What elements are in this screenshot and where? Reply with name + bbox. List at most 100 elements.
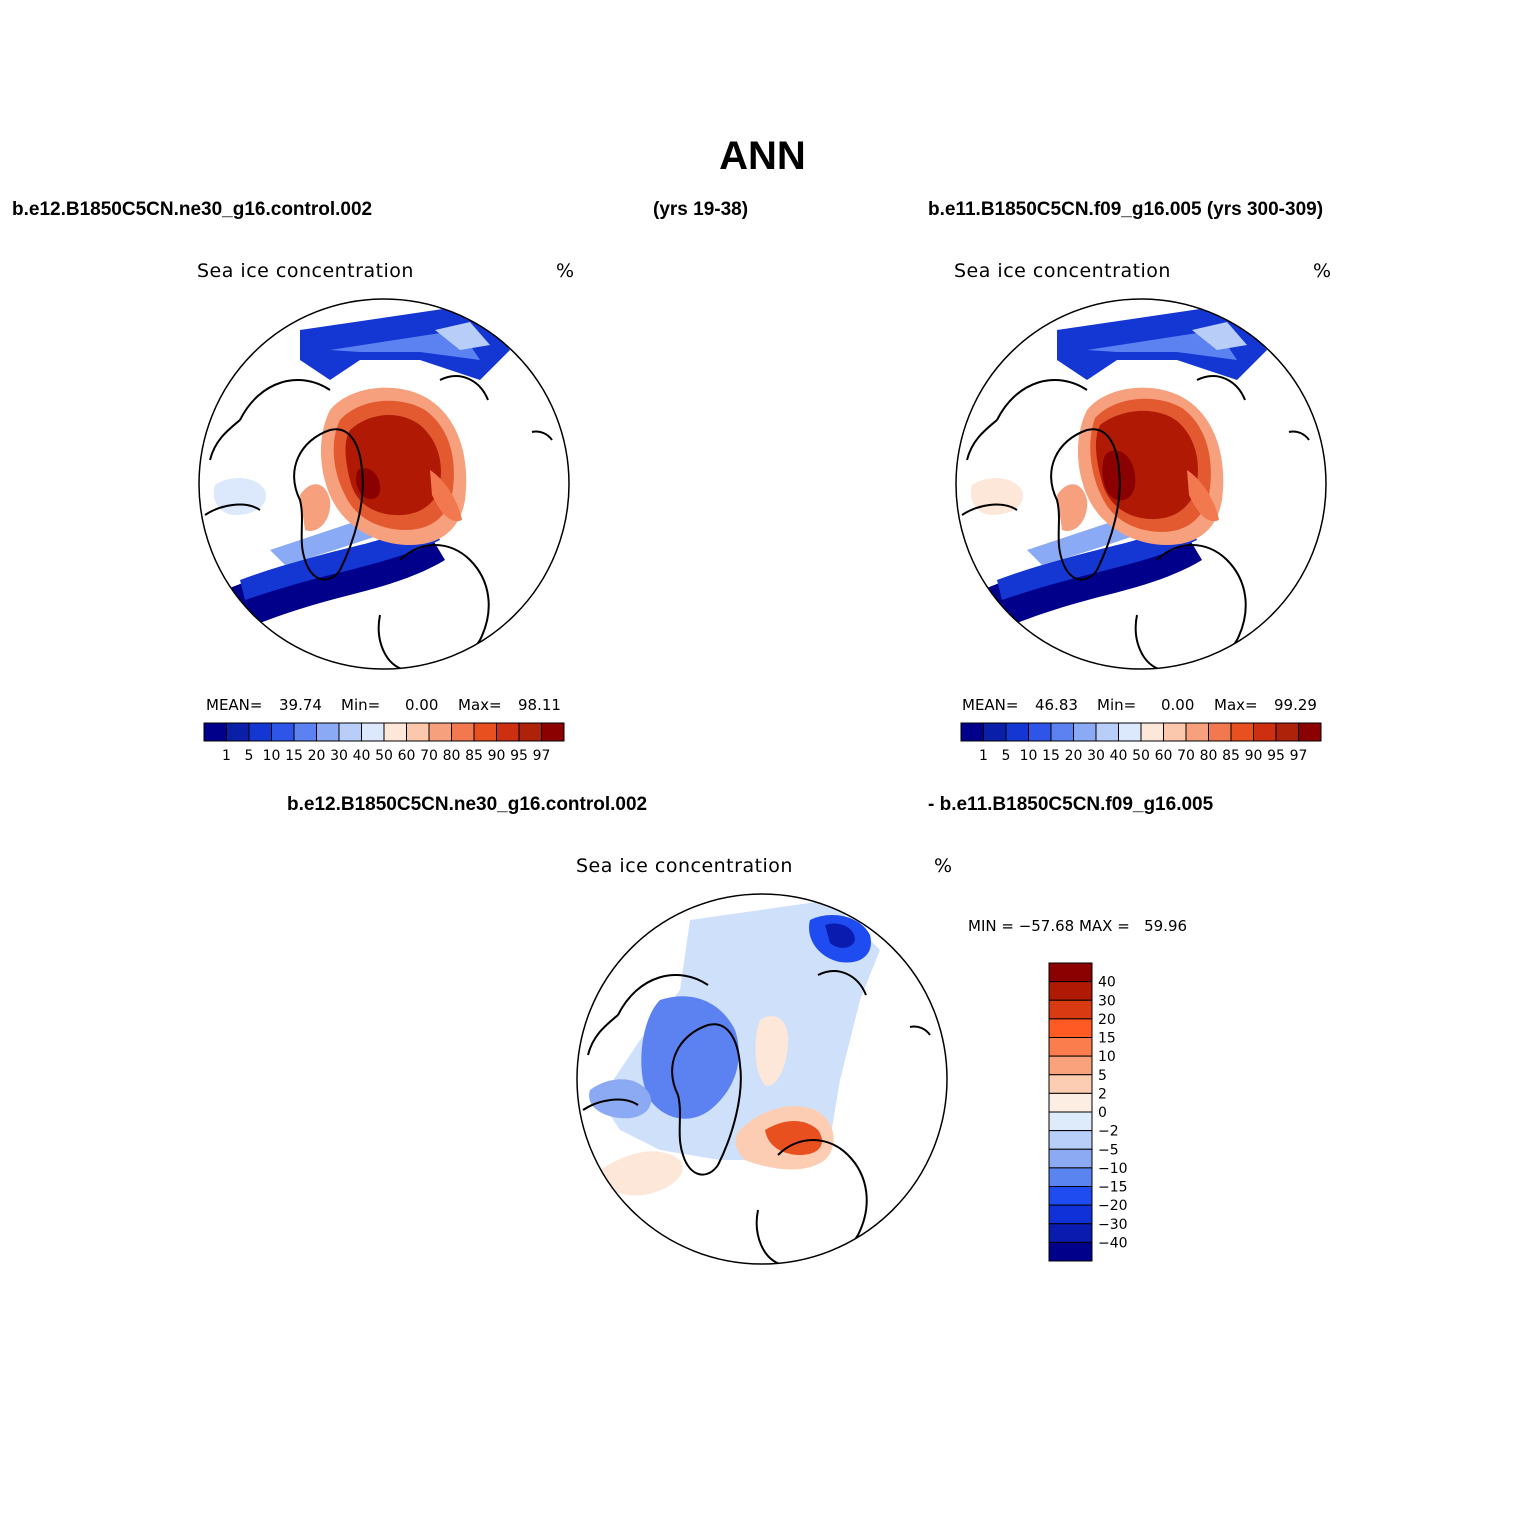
left-max-label: Max=	[458, 696, 502, 714]
right-colorbar-label-7: 50	[1132, 748, 1150, 764]
left-colorbar-label-9: 70	[420, 748, 438, 764]
right-case-name: b.e11.B1850C5CN.f09_g16.005 (yrs 300-309…	[928, 199, 1324, 220]
diff-colorbar-label-6: 2	[1098, 1086, 1107, 1102]
right-mean-label: MEAN=	[962, 696, 1019, 714]
right-mean-value: 46.83	[1035, 696, 1078, 714]
left-colorbar-label-1: 5	[245, 748, 254, 764]
diff-colorbar-label-8: −2	[1098, 1124, 1119, 1140]
left-min-label: Min=	[341, 696, 381, 714]
left-colorbar-label-13: 95	[510, 748, 528, 764]
right-min-label: Min=	[1097, 696, 1137, 714]
right-colorbar-box-15	[1298, 722, 1322, 742]
right-colorbar-box-12	[1230, 722, 1254, 742]
left-mean-value: 39.74	[279, 696, 322, 714]
right-map-border	[955, 298, 1327, 670]
left-colorbar-box-12	[473, 722, 497, 742]
diff-minmax: MIN = −57.68 MAX = 59.96	[968, 917, 1188, 935]
right-min-value: 0.00	[1161, 696, 1195, 714]
right-colorbar-box-14	[1275, 722, 1299, 742]
right-colorbar-label-12: 90	[1245, 748, 1263, 764]
left-colorbar-box-10	[428, 722, 452, 742]
diff-map-border	[576, 893, 948, 1265]
left-units-label: %	[556, 260, 575, 282]
left-colorbar-label-0: 1	[222, 748, 231, 764]
diff-colorbar-label-0: 40	[1098, 975, 1116, 991]
right-colorbar-label-14: 97	[1290, 748, 1308, 764]
right-colorbar-label-10: 80	[1200, 748, 1218, 764]
diff-colorbar-box-1	[1048, 981, 1093, 1001]
right-colorbar-box-11	[1208, 722, 1232, 742]
diff-colorbar-label-11: −15	[1098, 1180, 1128, 1196]
right-colorbar-box-4	[1050, 722, 1074, 742]
left-case-years: (yrs 19-38)	[653, 199, 749, 220]
diff-variable-label: Sea ice concentration	[576, 855, 793, 877]
right-colorbar-label-9: 70	[1177, 748, 1195, 764]
diff-map	[576, 893, 948, 1265]
right-colorbar-label-5: 30	[1087, 748, 1105, 764]
left-colorbar-label-3: 15	[285, 748, 303, 764]
diff-colorbar-box-8	[1048, 1111, 1093, 1132]
left-colorbar-box-0	[203, 722, 227, 742]
right-coastlines	[961, 375, 1310, 669]
left-case-name: b.e12.B1850C5CN.ne30_g16.control.002	[12, 199, 373, 220]
left-colorbar-box-8	[383, 722, 407, 742]
left-colorbar-label-5: 30	[330, 748, 348, 764]
diff-colorbar-label-3: 15	[1098, 1031, 1116, 1047]
right-colorbar-label-6: 40	[1110, 748, 1128, 764]
right-colorbar-label-8: 60	[1155, 748, 1173, 764]
left-colorbar-label-4: 20	[308, 748, 326, 764]
diff-colorbar-label-14: −40	[1098, 1235, 1128, 1251]
right-max-label: Max=	[1214, 696, 1258, 714]
diff-colorbar-box-2	[1048, 999, 1093, 1020]
left-colorbar-label-14: 97	[533, 748, 551, 764]
left-max-value: 98.11	[518, 696, 561, 714]
diff-case-a: b.e12.B1850C5CN.ne30_g16.control.002	[287, 794, 648, 815]
right-colorbar-label-0: 1	[979, 748, 988, 764]
left-min-value: 0.00	[405, 696, 439, 714]
right-colorbar-label-4: 20	[1065, 748, 1083, 764]
left-colorbar-box-14	[518, 722, 542, 742]
diff-colorbar-box-5	[1048, 1055, 1093, 1076]
left-colorbar-box-1	[226, 722, 250, 742]
right-colorbar-box-6	[1095, 722, 1119, 742]
right-colorbar-box-9	[1163, 722, 1187, 742]
left-variable-label: Sea ice concentration	[197, 260, 414, 282]
left-colorbar-box-13	[496, 722, 520, 742]
diff-colorbar-box-13	[1048, 1204, 1093, 1225]
left-colorbar-box-9	[406, 722, 430, 742]
diff-colorbar-box-10	[1048, 1148, 1093, 1169]
right-colorbar-box-7	[1118, 722, 1142, 742]
diff-colorbar-box-3	[1048, 1018, 1093, 1038]
left-colorbar-label-8: 60	[398, 748, 416, 764]
left-colorbar-label-10: 80	[443, 748, 461, 764]
diff-coastlines	[582, 970, 931, 1264]
diff-units-label: %	[934, 855, 953, 877]
right-map	[955, 298, 1327, 670]
right-colorbar-box-5	[1073, 722, 1097, 742]
left-colorbar-box-3	[271, 722, 295, 742]
diff-colorbar-box-12	[1048, 1186, 1093, 1206]
right-colorbar-label-2: 10	[1020, 748, 1038, 764]
diff-colorbar-label-5: 5	[1098, 1068, 1107, 1084]
right-colorbar-box-10	[1185, 722, 1209, 742]
diff-colorbar-label-2: 20	[1098, 1012, 1116, 1028]
diff-colorbar-label-10: −10	[1098, 1161, 1128, 1177]
diff-case-b: - b.e11.B1850C5CN.f09_g16.005	[928, 794, 1214, 815]
right-colorbar-box-13	[1253, 722, 1277, 742]
left-colorbar-label-11: 85	[465, 748, 483, 764]
diff-colorbar-box-14	[1048, 1223, 1093, 1243]
right-colorbar-label-3: 15	[1042, 748, 1060, 764]
left-map	[198, 298, 570, 670]
right-colorbar-box-8	[1140, 722, 1164, 742]
left-colorbar-box-2	[248, 722, 272, 742]
diff-colorbar-box-0	[1048, 962, 1093, 983]
diff-colorbar-box-15	[1048, 1241, 1093, 1262]
diff-colorbar-label-9: −5	[1098, 1142, 1119, 1158]
plot-title: ANN	[719, 134, 806, 178]
right-units-label: %	[1313, 260, 1332, 282]
left-colorbar-label-7: 50	[375, 748, 393, 764]
left-colorbar-box-11	[451, 722, 475, 742]
right-colorbar-box-3	[1028, 722, 1052, 742]
